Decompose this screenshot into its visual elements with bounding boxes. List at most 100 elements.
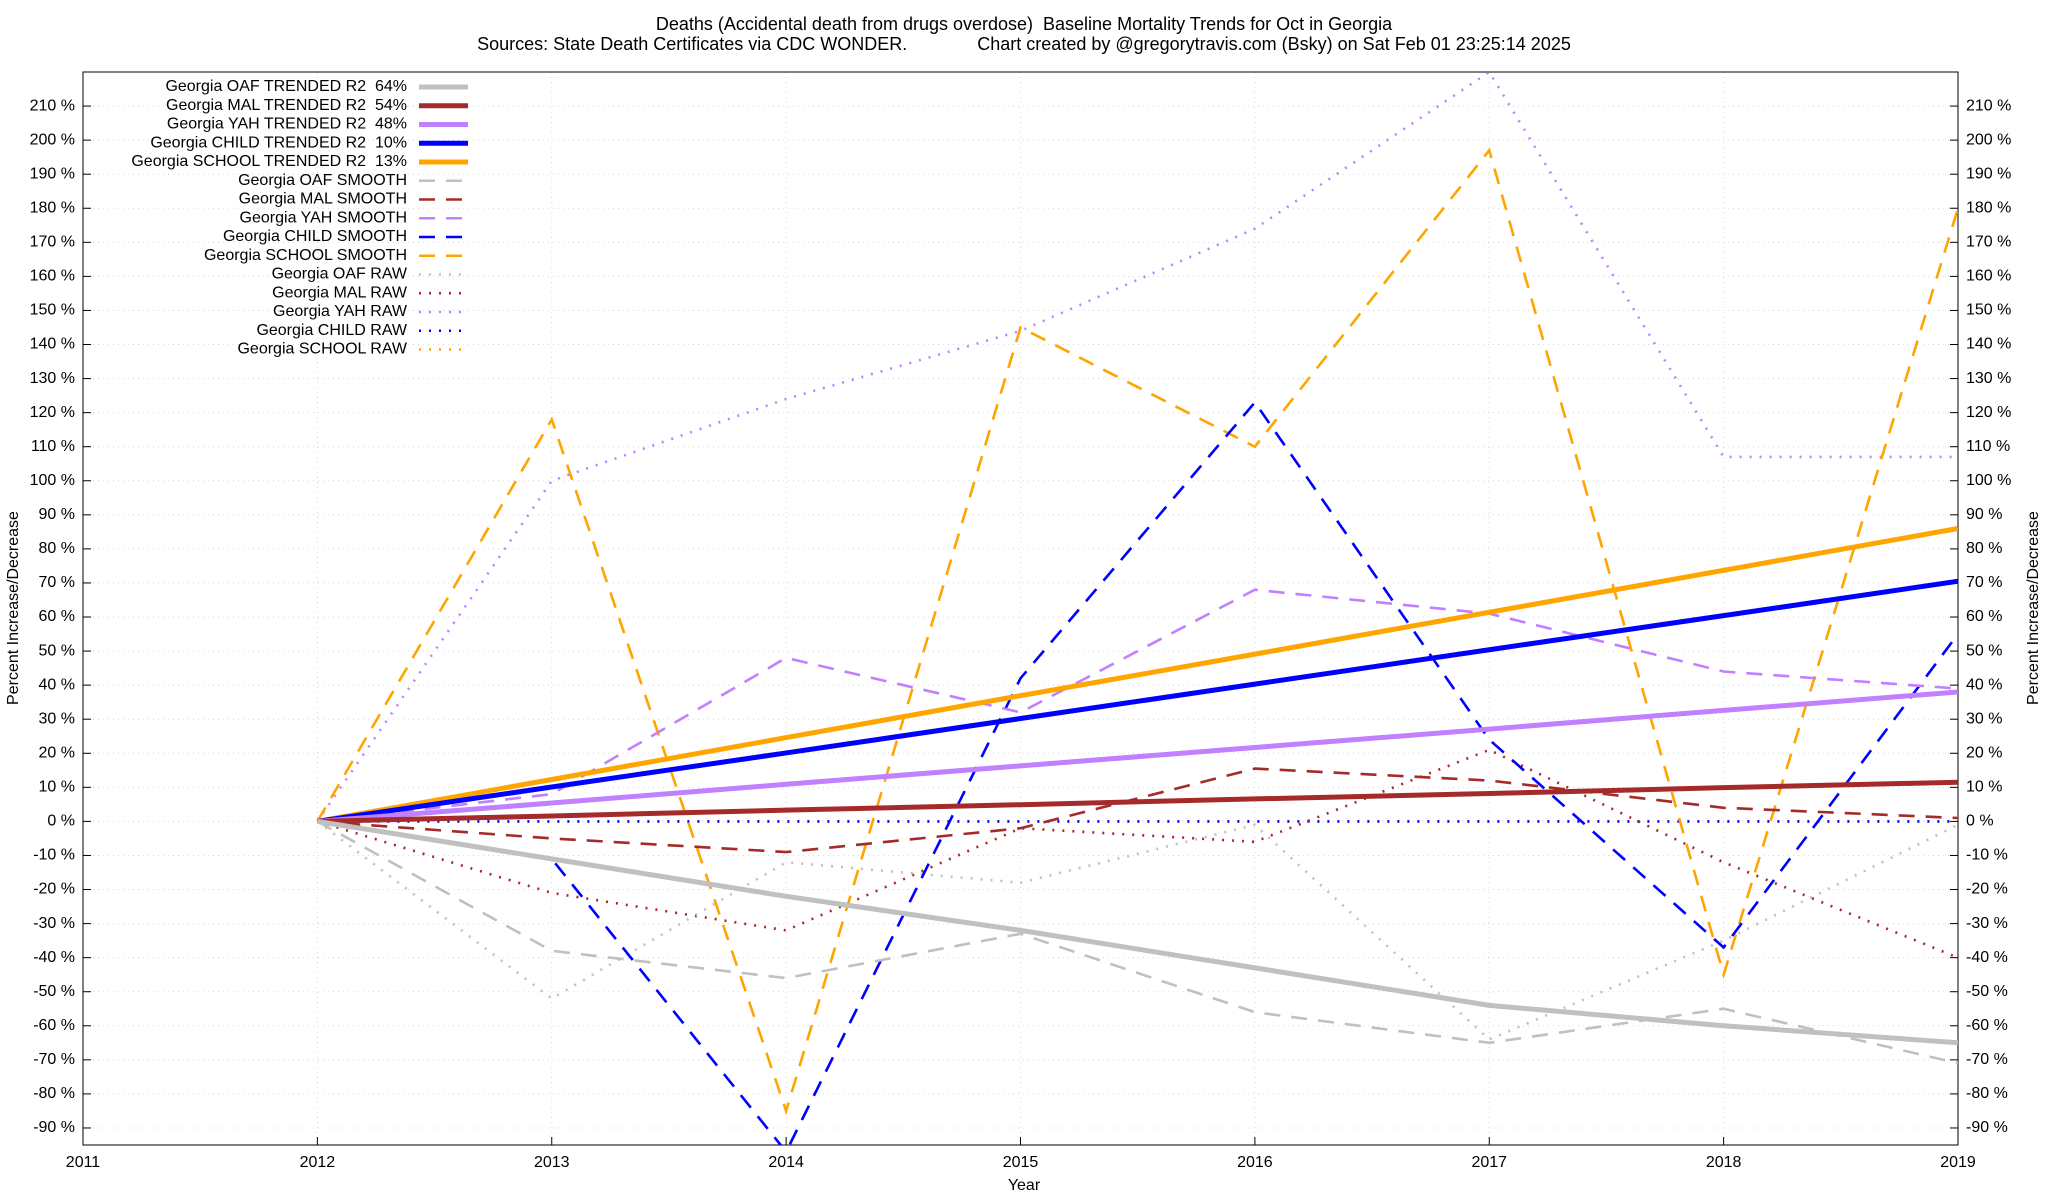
y2-tick-label: -30 % [1966,915,2008,932]
series-line [316,147,1958,1116]
y-tick-label: 10 % [39,779,75,796]
y-tick-label: 160 % [30,268,75,285]
x-tick-label: 2013 [534,1154,570,1171]
y-tick-label: 130 % [30,370,75,387]
y-tick-label: 40 % [39,676,75,693]
legend-label: Georgia SCHOOL RAW [237,341,407,358]
y-tick-label: 180 % [30,199,75,216]
y-axis-label: Percent Increase/Decrease [5,511,22,705]
chart-title: Deaths (Accidental death from drugs over… [656,14,1393,34]
y2-tick-label: 80 % [1966,540,2002,557]
y2-tick-label: 190 % [1966,165,2011,182]
x-axis-label: Year [1008,1177,1041,1194]
legend-label: Georgia CHILD RAW [256,322,407,339]
series-line [316,525,1958,824]
series-line [316,818,1958,1046]
y-tick-label: 50 % [39,642,75,659]
y-tick-label: 150 % [30,302,75,319]
series-line [316,820,1958,1065]
y-tick-label: 90 % [39,506,75,523]
legend-label: Georgia OAF TRENDED R2 64% [165,78,407,95]
series-line [317,689,1958,824]
y-tick-label: 80 % [39,540,75,557]
x-tick-label: 2014 [768,1154,804,1171]
y2-tick-label: -90 % [1966,1119,2008,1136]
x-tick-label: 2011 [66,1154,101,1171]
legend-label: Georgia MAL SMOOTH [239,191,407,208]
legend-label: Georgia YAH TRENDED R2 48% [167,116,407,133]
x-tick-label: 2016 [1237,1154,1273,1171]
legend-label: Georgia CHILD TRENDED R2 10% [150,134,407,151]
y-tick-label: 20 % [39,744,75,761]
y2-tick-label: 120 % [1966,404,2011,421]
x-tick-label: 2012 [300,1154,336,1171]
legend-label: Georgia MAL TRENDED R2 54% [166,97,407,114]
y-tick-label: -40 % [33,949,75,966]
x-tick-label: 2017 [1471,1154,1507,1171]
legend-label: Georgia OAF RAW [272,266,408,283]
series-line [316,748,1958,959]
y2-tick-label: 100 % [1966,472,2011,489]
y2-tick-label: 30 % [1966,710,2002,727]
y2-tick-label: 20 % [1966,744,2002,761]
y-tick-label: -70 % [33,1051,75,1068]
y-tick-label: 0 % [47,813,75,830]
series-line [316,820,1958,1041]
chart-subtitle: Sources: State Death Certificates via CD… [477,34,1571,54]
y-tick-label: -90 % [33,1119,75,1136]
y-tick-label: 100 % [30,472,75,489]
legend-label: Georgia YAH SMOOTH [240,209,407,226]
y-tick-label: -60 % [33,1017,75,1034]
y2-tick-label: -80 % [1966,1085,2008,1102]
y2-tick-label: 110 % [1966,438,2010,455]
y2-tick-label: 210 % [1966,97,2011,114]
y2-tick-label: -60 % [1966,1017,2008,1034]
y2-tick-label: -70 % [1966,1051,2008,1068]
plot-area [316,72,1958,1145]
y-tick-label: 30 % [39,710,75,727]
legend-label: Georgia SCHOOL TRENDED R2 13% [131,153,407,170]
y2-tick-label: 150 % [1966,302,2011,319]
y-tick-label: 200 % [30,131,75,148]
y2-tick-label: 70 % [1966,574,2002,591]
plot-frame [82,71,1959,1146]
y-tick-label: 110 % [31,438,75,455]
y2-tick-label: 60 % [1966,608,2002,625]
y-tick-label: 120 % [30,404,75,421]
y2-tick-label: -20 % [1966,881,2008,898]
y2-tick-label: 10 % [1966,779,2002,796]
y2-tick-label: 200 % [1966,131,2011,148]
x-tick-label: 2019 [1940,1154,1976,1171]
legend-label: Georgia OAF SMOOTH [238,172,407,189]
y2-tick-label: 160 % [1966,268,2011,285]
y-tick-label: 210 % [30,97,75,114]
x-tick-label: 2018 [1706,1154,1742,1171]
series-line [317,578,1958,824]
y2-tick-label: 90 % [1966,506,2002,523]
y2-tick-label: 180 % [1966,199,2011,216]
series-line [317,767,1958,854]
y2-tick-label: -50 % [1966,983,2008,1000]
y-tick-label: 60 % [39,608,75,625]
legend-label: Georgia CHILD SMOOTH [223,228,407,245]
y-tick-label: 170 % [30,234,75,251]
legend-label: Georgia SCHOOL SMOOTH [204,247,407,264]
y2-tick-label: 130 % [1966,370,2011,387]
y-tick-label: -30 % [33,915,75,932]
series-line [317,779,1958,824]
y2-tick-label: 50 % [1966,642,2002,659]
y-tick-label: 190 % [30,165,75,182]
y2-tick-label: 140 % [1966,336,2011,353]
y-tick-label: -10 % [33,847,75,864]
y2-tick-label: 40 % [1966,676,2002,693]
legend-label: Georgia YAH RAW [273,303,408,320]
y2-tick-label: 0 % [1966,813,1994,830]
y2-tick-label: -40 % [1966,949,2008,966]
y2-tick-label: 170 % [1966,234,2011,251]
legend-label: Georgia MAL RAW [272,284,408,301]
y-tick-label: 140 % [30,336,75,353]
x-tick-label: 2015 [1003,1154,1039,1171]
series-line [317,400,1958,1145]
